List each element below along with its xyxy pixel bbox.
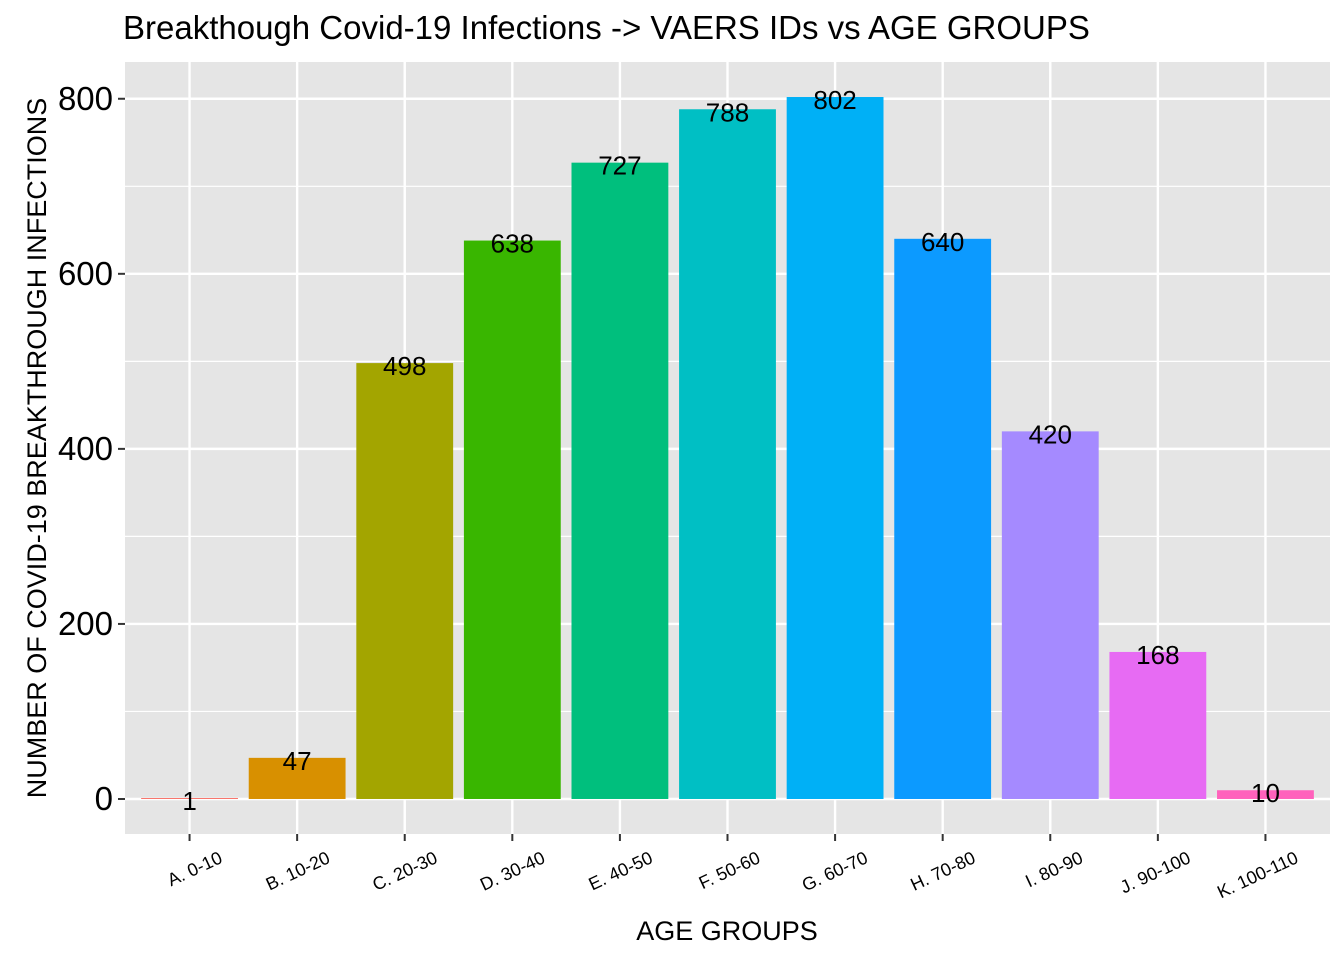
y-tick-label: 200	[58, 605, 113, 642]
data-label: 638	[491, 229, 534, 259]
x-tick-label: B. 10-20	[263, 847, 333, 894]
bar	[1217, 790, 1314, 799]
bar	[571, 162, 669, 799]
x-axis: A. 0-10 B. 10-20 C. 20-30 D. 30-40 E. 40-50 F…	[164, 834, 1301, 902]
data-label: 1	[182, 786, 196, 816]
y-tick-label: 0	[95, 780, 113, 817]
bar	[141, 797, 238, 799]
x-tick-label: G. 60-70	[799, 847, 871, 895]
x-tick-label: K. 100-110	[1214, 847, 1301, 902]
data-labels: 1 47 498 638 727 788 802 640 420 168 10	[182, 85, 1280, 816]
x-tick-label: F. 50-60	[696, 847, 763, 893]
data-label: 420	[1029, 419, 1072, 449]
bar	[463, 240, 561, 799]
y-tick-label: 400	[58, 430, 113, 467]
x-tick-label: J. 90-100	[1117, 847, 1193, 897]
bar	[248, 757, 346, 799]
x-tick-label: C. 20-30	[369, 847, 440, 894]
x-tick-label: A. 0-10	[164, 847, 225, 890]
bar	[679, 109, 776, 799]
bar	[356, 363, 454, 799]
x-tick-label: H. 70-80	[907, 847, 978, 894]
y-tick-label: 600	[58, 255, 113, 292]
x-tick-label: D. 30-40	[477, 847, 548, 894]
y-tick-label: 800	[58, 80, 113, 117]
bar	[1109, 651, 1207, 799]
data-label: 47	[283, 746, 312, 776]
x-tick-label: I. 80-90	[1022, 847, 1086, 891]
data-label: 10	[1251, 778, 1280, 808]
y-axis: 0 200 400 600 800	[58, 80, 125, 817]
y-axis-title: NUMBER OF COVID-19 BREAKTHROUGH INFECTIO…	[22, 98, 52, 799]
bars	[141, 97, 1314, 799]
data-label: 802	[813, 85, 856, 115]
chart-title: Breakthough Covid-19 Infections -> VAERS…	[123, 9, 1090, 46]
data-label: 727	[598, 151, 641, 181]
x-tick-label: E. 40-50	[585, 847, 655, 894]
bar	[1001, 431, 1099, 799]
bar	[894, 238, 992, 799]
data-label: 168	[1136, 640, 1179, 670]
bar	[786, 97, 884, 799]
data-label: 788	[706, 97, 749, 127]
data-label: 640	[921, 227, 964, 257]
x-axis-title: AGE GROUPS	[636, 916, 818, 946]
data-label: 498	[383, 351, 426, 381]
